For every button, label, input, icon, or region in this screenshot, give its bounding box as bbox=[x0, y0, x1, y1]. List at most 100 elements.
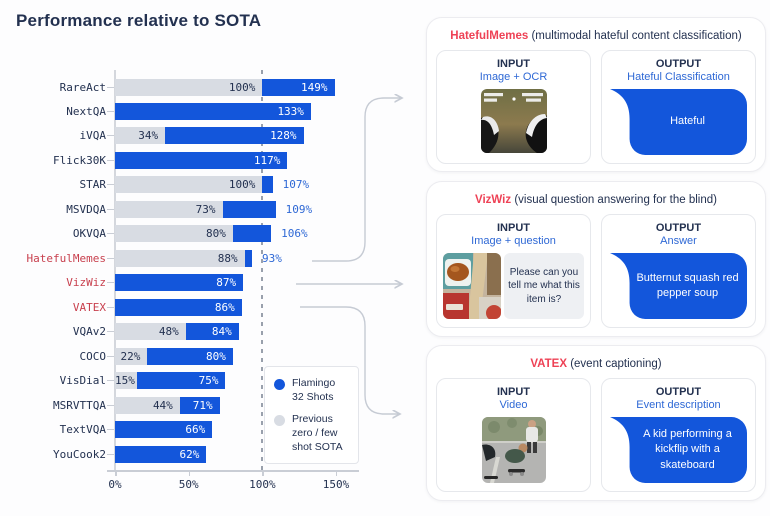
flamingo-bar: 71% bbox=[179, 396, 220, 414]
video-frame bbox=[481, 417, 546, 483]
category-label: NextQA bbox=[66, 104, 106, 118]
flamingo-bar: 62% bbox=[115, 445, 207, 463]
previous-sota-bar: 100% bbox=[115, 176, 263, 194]
flamingo-value-label: 84% bbox=[211, 325, 232, 339]
row-tick bbox=[107, 233, 114, 235]
flamingo-bar: 66% bbox=[115, 421, 213, 439]
sota-value-label: 22% bbox=[120, 349, 141, 363]
flamingo-value-label: 149% bbox=[301, 80, 328, 94]
x-axis-tick-label: 50% bbox=[178, 478, 199, 491]
flamingo-bar bbox=[244, 249, 252, 267]
flamingo-bar: 149% bbox=[262, 78, 335, 96]
row-tick bbox=[107, 453, 114, 455]
previous-sota-bar: 80% bbox=[115, 225, 233, 243]
panel-title: HatefulMemes (multimodal hateful content… bbox=[436, 30, 756, 42]
previous-sota-bar: 22% bbox=[115, 347, 148, 365]
flamingo-value-label: 75% bbox=[198, 374, 219, 388]
output-heading: OUTPUT bbox=[655, 58, 702, 70]
sota-value-label: 48% bbox=[158, 325, 179, 339]
flamingo-dot-icon bbox=[274, 379, 285, 390]
category-label: COCO bbox=[79, 349, 107, 363]
x-axis-tick-label: 150% bbox=[322, 478, 350, 491]
previous-sota-bar: 73% bbox=[115, 200, 223, 218]
model-output-bubble: Hateful bbox=[610, 89, 747, 155]
input-subtitle: Image + OCR bbox=[479, 71, 548, 83]
flamingo-value-label: 66% bbox=[185, 423, 206, 437]
panel-vizwiz: VizWiz (visual question answering for th… bbox=[426, 181, 766, 337]
sota-value-label: 73% bbox=[195, 202, 216, 216]
flamingo-bar: 128% bbox=[165, 127, 304, 145]
panel-benchmark-name: HatefulMemes bbox=[450, 30, 529, 42]
legend-item-flamingo: Flamingo 32 Shots bbox=[274, 377, 350, 404]
category-label: Flick30K bbox=[53, 153, 106, 167]
category-label: iVQA bbox=[79, 129, 107, 143]
category-label: VATEX bbox=[72, 300, 106, 314]
panel-title: VATEX (event captioning) bbox=[436, 358, 756, 370]
category-label: RareAct bbox=[59, 80, 106, 94]
output-card: OUTPUT Answer Butternut squash red peppe… bbox=[601, 214, 756, 328]
flamingo-value-label: 133% bbox=[277, 104, 304, 118]
row-tick bbox=[107, 159, 114, 161]
panel-benchmark-description: (event captioning) bbox=[570, 358, 662, 370]
previous-sota-bar: 34% bbox=[115, 127, 166, 145]
x-axis-tick-label: 0% bbox=[108, 478, 122, 491]
flamingo-value-label: 62% bbox=[179, 447, 200, 461]
model-answer-text: A kid performing a kickflip with a skate… bbox=[643, 427, 732, 471]
flamingo-bar: 80% bbox=[147, 347, 233, 365]
x-axis-tick bbox=[115, 470, 117, 476]
flamingo-value-label: 107% bbox=[282, 178, 310, 192]
speech-bubble-shape bbox=[610, 89, 747, 155]
panel-benchmark-name: VATEX bbox=[530, 358, 567, 370]
model-output-bubble: Butternut squash red pepper soup bbox=[610, 253, 747, 319]
category-label: HatefulMemes bbox=[26, 251, 106, 265]
flamingo-bar: 75% bbox=[137, 372, 226, 390]
sota-value-label: 80% bbox=[205, 227, 226, 241]
panel-benchmark-name: VizWiz bbox=[475, 194, 512, 206]
category-label: MSRVTTQA bbox=[53, 398, 106, 412]
flamingo-value-label: 71% bbox=[192, 398, 213, 412]
input-heading: INPUT bbox=[497, 58, 530, 70]
category-label: MSVDQA bbox=[66, 202, 106, 216]
chart-legend: Flamingo 32 Shots Previous zero / few sh… bbox=[264, 366, 359, 465]
flamingo-bar bbox=[222, 200, 276, 218]
category-label: TextVQA bbox=[59, 423, 106, 437]
previous-sota-bar: 44% bbox=[115, 396, 180, 414]
input-card: INPUT Video bbox=[436, 378, 591, 492]
output-subtitle: Hateful Classification bbox=[627, 71, 730, 83]
flamingo-value-label: 87% bbox=[216, 276, 237, 290]
output-heading: OUTPUT bbox=[655, 386, 702, 398]
row-tick bbox=[107, 86, 114, 88]
row-tick bbox=[107, 306, 114, 308]
row-tick bbox=[107, 331, 114, 333]
row-tick bbox=[107, 404, 114, 406]
panel-title: VizWiz (visual question answering for th… bbox=[436, 194, 756, 206]
input-subtitle: Image + question bbox=[471, 235, 556, 247]
legend-label-previous-sota: Previous zero / few shot SOTA bbox=[292, 413, 343, 453]
sota-value-label: 44% bbox=[152, 398, 173, 412]
row-tick bbox=[107, 208, 114, 210]
flamingo-value-label: 117% bbox=[253, 153, 281, 167]
panel-benchmark-description: (multimodal hateful content classificati… bbox=[531, 30, 742, 42]
model-answer-text: Hateful bbox=[670, 115, 705, 128]
output-heading: OUTPUT bbox=[655, 222, 702, 234]
flamingo-value-label: 93% bbox=[262, 251, 282, 265]
x-axis-tick bbox=[188, 470, 191, 476]
row-tick bbox=[107, 135, 114, 137]
flamingo-value-label: 86% bbox=[214, 300, 235, 314]
input-subtitle: Video bbox=[499, 399, 528, 411]
sota-value-label: 34% bbox=[138, 129, 159, 143]
model-output-bubble: A kid performing a kickflip with a skate… bbox=[610, 417, 747, 483]
output-card: OUTPUT Event description A kid performin… bbox=[601, 378, 756, 492]
y-axis-line bbox=[114, 70, 116, 470]
chart-title: Performance relative to SOTA bbox=[16, 11, 262, 30]
row-tick bbox=[107, 380, 114, 382]
flamingo-value-label: 80% bbox=[205, 349, 226, 363]
flamingo-value-label: 109% bbox=[285, 202, 313, 216]
panel-hatefulmemes: HatefulMemes (multimodal hateful content… bbox=[426, 17, 766, 172]
input-card: INPUT Image + question bbox=[436, 214, 591, 328]
flamingo-bar bbox=[262, 176, 273, 194]
product-photo bbox=[443, 253, 501, 319]
row-tick bbox=[107, 282, 114, 284]
category-label: STAR bbox=[79, 178, 107, 192]
